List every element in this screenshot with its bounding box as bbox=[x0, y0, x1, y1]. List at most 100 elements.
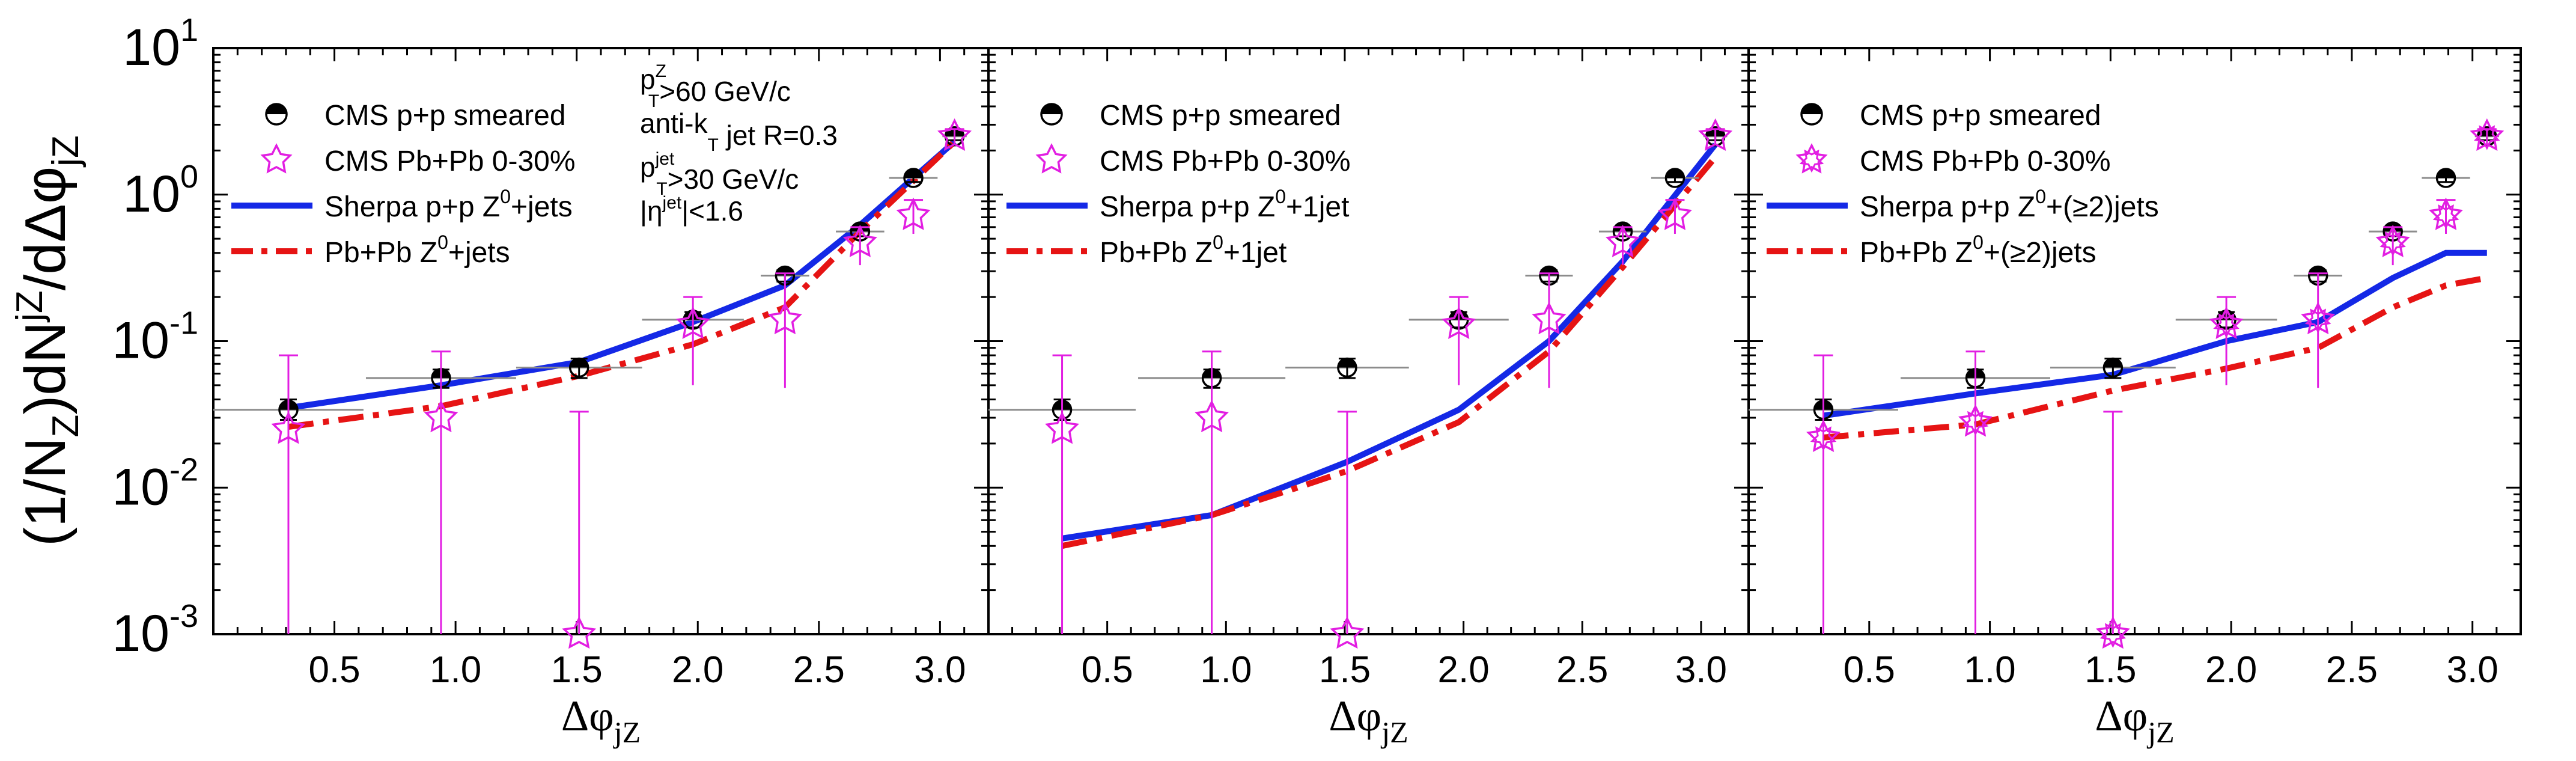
legend-label-main: CMS Pb+Pb 0-30% bbox=[1100, 145, 1351, 177]
legend-marker-cms-pp bbox=[1040, 103, 1063, 126]
legend-label-main: CMS Pb+Pb 0-30% bbox=[324, 145, 576, 177]
cms-pbpb-point bbox=[2429, 197, 2463, 234]
cut-line: anti-kT jet R=0.3 bbox=[640, 108, 838, 155]
x-label-main: Δφ bbox=[2095, 692, 2148, 740]
series-line-pbpb bbox=[1061, 155, 1718, 549]
x-tick-label: 1.0 bbox=[1200, 649, 1252, 691]
panel-frame bbox=[212, 47, 990, 635]
legend-label: Sherpa p+p Z0+jets bbox=[324, 186, 573, 223]
legend: CMS p+p smeared CMS Pb+Pb 0-30% Sherpa p+p… bbox=[1006, 100, 1351, 269]
legend-label-main: Pb+Pb Z bbox=[1860, 237, 1973, 269]
cms-pbpb-point bbox=[2209, 296, 2244, 385]
cms-pbpb-marker bbox=[1657, 197, 1692, 230]
cms-pp-point bbox=[516, 357, 642, 379]
legend-label: CMS p+p smeared bbox=[1100, 100, 1341, 132]
marker-outline bbox=[2103, 357, 2124, 378]
y-tick-label: 10-3 bbox=[112, 598, 198, 662]
cms-pbpb-point bbox=[675, 296, 710, 385]
cms-pbpb-point bbox=[1532, 272, 1567, 388]
cms-pbpb-marker bbox=[1532, 301, 1567, 335]
y-tick-exp: -2 bbox=[169, 451, 198, 487]
cms-pbpb-marker bbox=[2209, 306, 2244, 340]
star-outline bbox=[1045, 411, 1080, 444]
cms-pbpb-point bbox=[2301, 272, 2336, 388]
legend-label: Sherpa p+p Z0+(≥2)jets bbox=[1860, 186, 2159, 223]
legend-label: Pb+Pb Z0+(≥2)jets bbox=[1860, 231, 2096, 269]
x-axis-label: ΔφjZ bbox=[2095, 692, 2174, 749]
legend: CMS p+p smeared CMS Pb+Pb 0-30% Sherpa p+p… bbox=[231, 100, 576, 269]
star-outline bbox=[1958, 404, 1993, 437]
cms-pbpb-point bbox=[2095, 411, 2130, 649]
star-outline bbox=[937, 118, 972, 151]
cms-pbpb-marker bbox=[562, 616, 597, 649]
cms-pbpb-point bbox=[1442, 296, 1476, 385]
cms-pbpb-point bbox=[1195, 350, 1229, 634]
cut-pre: |η bbox=[640, 195, 663, 227]
cut-sup: jet bbox=[655, 149, 675, 169]
star-outline bbox=[842, 224, 877, 257]
x-tick-label: 2.5 bbox=[2326, 649, 2378, 691]
legend-label-post: +(≥2)jets bbox=[2046, 191, 2159, 223]
star-inner bbox=[2474, 125, 2500, 150]
legend-label-post: +(≥2)jets bbox=[1984, 237, 2096, 269]
star-outline bbox=[424, 400, 458, 433]
x-tick-label: 3.0 bbox=[2447, 649, 2498, 691]
cut-line: |ηjet|<1.6 bbox=[640, 193, 743, 227]
x-tick-label: 0.5 bbox=[1082, 649, 1133, 691]
star-outline bbox=[896, 197, 931, 230]
cms-pbpb-marker bbox=[1045, 411, 1080, 444]
x-label-sub: jZ bbox=[613, 715, 641, 749]
cut-sub: T bbox=[648, 91, 659, 111]
marker-outline bbox=[1337, 357, 1357, 378]
cms-pbpb-point bbox=[424, 350, 458, 634]
cut-post: |<1.6 bbox=[681, 195, 743, 227]
star-outline bbox=[1806, 419, 1841, 452]
series-line-pbpb bbox=[1823, 275, 2488, 441]
y-tick-exp: 1 bbox=[180, 12, 198, 48]
y-tick-base: 10 bbox=[112, 312, 169, 370]
cms-pbpb-point bbox=[842, 224, 877, 266]
star-inner bbox=[2099, 623, 2127, 648]
cms-pbpb-marker bbox=[1442, 306, 1476, 340]
cms-pbpb-marker bbox=[1958, 404, 1993, 437]
legend-label-post: +jets bbox=[511, 191, 573, 223]
cms-pp-marker bbox=[903, 168, 924, 188]
panel-frame bbox=[1747, 47, 2522, 635]
cms-pp-marker bbox=[2103, 357, 2124, 378]
marker-outline bbox=[2435, 168, 2456, 188]
cms-pbpb-point bbox=[937, 118, 972, 151]
legend-label-main: CMS p+p smeared bbox=[1860, 100, 2101, 132]
legend-marker-cms-pbpb bbox=[1035, 143, 1068, 174]
x-label-sub: jZ bbox=[2146, 715, 2174, 749]
y-label-part: (1/N bbox=[13, 437, 78, 546]
cms-pp-point bbox=[2050, 357, 2176, 379]
legend-label: CMS p+p smeared bbox=[1860, 100, 2101, 132]
cms-pbpb-point bbox=[1606, 224, 1640, 266]
cms-pp-point bbox=[2422, 168, 2470, 188]
star-inner bbox=[2380, 231, 2406, 257]
cms-pbpb-point bbox=[1657, 197, 1692, 234]
legend-label-main: Pb+Pb Z bbox=[1100, 237, 1213, 269]
cms-pbpb-marker bbox=[767, 301, 802, 335]
cut-sub: T bbox=[707, 135, 718, 155]
cut-pre: anti-k bbox=[640, 108, 708, 139]
x-label-main: Δφ bbox=[1329, 692, 1381, 740]
cut-sup: jet bbox=[662, 193, 682, 213]
star-outline bbox=[271, 411, 306, 444]
cms-pbpb-marker bbox=[842, 224, 877, 257]
legend-label-main: Pb+Pb Z bbox=[324, 237, 437, 269]
cms-pbpb-marker bbox=[896, 197, 931, 230]
cms-pp-marker bbox=[568, 357, 589, 378]
cms-pp-point bbox=[889, 168, 938, 188]
cms-pbpb-marker bbox=[2375, 224, 2410, 257]
y-tick-base: 10 bbox=[123, 165, 180, 223]
star-inner bbox=[2432, 204, 2459, 230]
cms-pbpb-marker bbox=[2429, 197, 2463, 230]
legend-marker-cms-pp bbox=[265, 103, 288, 126]
legend-label: Pb+Pb Z0+1jet bbox=[1100, 231, 1286, 269]
cut-post: jet R=0.3 bbox=[719, 120, 838, 151]
star-outline bbox=[1795, 143, 1828, 174]
legend-label-sup: 0 bbox=[1275, 186, 1286, 207]
